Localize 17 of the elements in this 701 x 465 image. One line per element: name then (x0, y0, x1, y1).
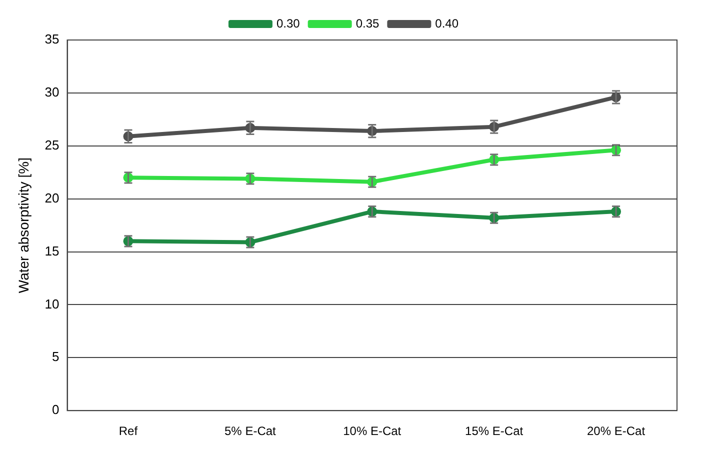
legend-label: 0.30 (276, 16, 300, 30)
y-tick-label: 30 (44, 84, 60, 100)
x-tick-label: 20% E-Cat (587, 424, 646, 438)
x-tick-label: 15% E-Cat (465, 424, 524, 438)
y-tick-label: 35 (44, 32, 60, 47)
x-tick-label: 10% E-Cat (343, 424, 402, 438)
y-tick-label: 15 (44, 243, 60, 258)
legend-label: 0.40 (435, 16, 459, 30)
y-tick-label: 5 (52, 349, 60, 364)
y-tick-label: 10 (44, 296, 60, 312)
x-tick-label: Ref (118, 424, 138, 438)
x-tick-label: 5% E-Cat (224, 424, 277, 438)
y-tick-label: 0 (52, 402, 60, 418)
y-tick-label: 20 (44, 190, 60, 206)
legend-label: 0.35 (356, 16, 380, 30)
y-tick-label: 25 (44, 137, 60, 152)
y-axis-title: Water absorptivity [%] (15, 157, 32, 294)
